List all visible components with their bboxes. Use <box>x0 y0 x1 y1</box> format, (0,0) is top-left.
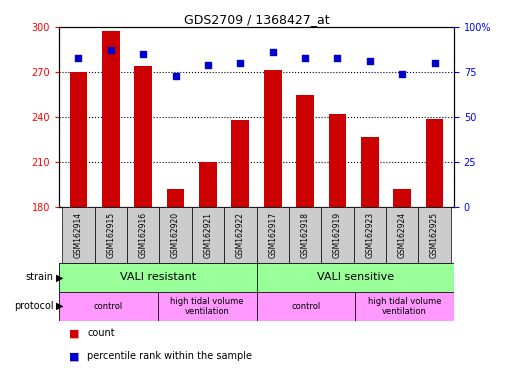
Point <box>74 55 83 61</box>
Bar <box>167 189 185 207</box>
Bar <box>386 207 419 263</box>
Bar <box>127 207 160 263</box>
Bar <box>328 114 346 207</box>
Point <box>204 62 212 68</box>
Bar <box>192 207 224 263</box>
Bar <box>59 292 158 321</box>
Bar <box>59 263 256 292</box>
Bar <box>264 71 282 207</box>
Bar <box>134 66 152 207</box>
Text: strain: strain <box>26 272 54 283</box>
Text: VALI resistant: VALI resistant <box>120 272 196 283</box>
Point <box>236 60 244 66</box>
Bar <box>231 120 249 207</box>
Text: GSM162915: GSM162915 <box>106 212 115 258</box>
Point <box>366 58 374 64</box>
Title: GDS2709 / 1368427_at: GDS2709 / 1368427_at <box>184 13 329 26</box>
Point <box>269 49 277 55</box>
Text: ▶: ▶ <box>56 301 64 311</box>
Bar <box>393 189 411 207</box>
Text: GSM162916: GSM162916 <box>139 212 148 258</box>
Text: GSM162919: GSM162919 <box>333 212 342 258</box>
Text: high tidal volume
ventilation: high tidal volume ventilation <box>170 296 244 316</box>
Text: VALI sensitive: VALI sensitive <box>317 272 394 283</box>
Text: GSM162924: GSM162924 <box>398 212 407 258</box>
Bar <box>102 31 120 207</box>
Bar <box>361 137 379 207</box>
Text: GSM162925: GSM162925 <box>430 212 439 258</box>
Bar <box>256 263 454 292</box>
Text: count: count <box>87 328 115 338</box>
Point <box>139 51 147 57</box>
Text: GSM162918: GSM162918 <box>301 212 309 258</box>
Text: high tidal volume
ventilation: high tidal volume ventilation <box>368 296 441 316</box>
Text: ▶: ▶ <box>56 272 64 283</box>
Bar <box>256 207 289 263</box>
Point <box>430 60 439 66</box>
Point <box>171 73 180 79</box>
Bar <box>289 207 321 263</box>
Text: GSM162917: GSM162917 <box>268 212 277 258</box>
Bar <box>321 207 353 263</box>
Point <box>107 47 115 53</box>
Bar <box>224 207 256 263</box>
Text: protocol: protocol <box>14 301 54 311</box>
Text: GSM162923: GSM162923 <box>365 212 374 258</box>
Point <box>333 55 342 61</box>
Bar <box>256 292 355 321</box>
Text: percentile rank within the sample: percentile rank within the sample <box>87 351 252 361</box>
Bar <box>355 292 454 321</box>
Text: GSM162921: GSM162921 <box>204 212 212 258</box>
Point <box>398 71 406 77</box>
Text: control: control <box>291 302 321 311</box>
Text: control: control <box>94 302 123 311</box>
Bar <box>160 207 192 263</box>
Bar <box>419 207 451 263</box>
Bar <box>353 207 386 263</box>
Bar <box>426 119 443 207</box>
Text: GSM162920: GSM162920 <box>171 212 180 258</box>
Text: GSM162922: GSM162922 <box>236 212 245 258</box>
Bar <box>62 207 94 263</box>
Bar <box>296 94 314 207</box>
Text: ■: ■ <box>69 351 80 361</box>
Bar <box>70 72 87 207</box>
Point <box>301 55 309 61</box>
Bar <box>199 162 217 207</box>
Text: ■: ■ <box>69 328 80 338</box>
Text: GSM162914: GSM162914 <box>74 212 83 258</box>
Bar <box>94 207 127 263</box>
Bar <box>158 292 256 321</box>
